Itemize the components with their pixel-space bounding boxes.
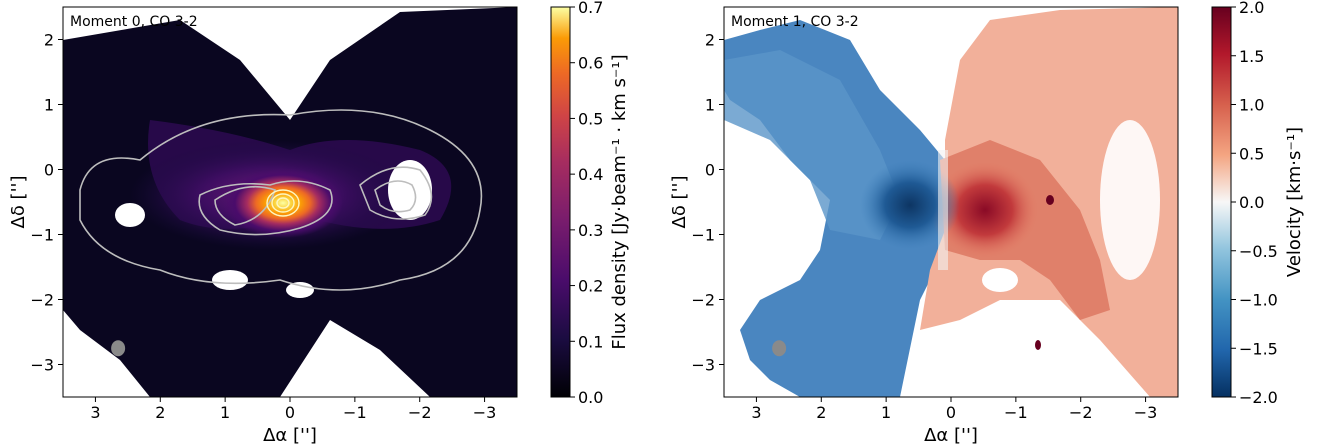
y-tick-label: 0 [705, 161, 715, 180]
x-tick-label: 1 [881, 403, 891, 422]
x-tick-label: 0 [285, 403, 295, 422]
y-tick-label: −3 [691, 356, 715, 375]
x-tick-label: −1 [1004, 403, 1028, 422]
moment0-image [63, 7, 517, 397]
y-tick-label: 1 [44, 96, 54, 115]
colorbar-ticks-moment0: 0.0 0.1 0.2 0.3 0.4 0.5 0.6 0.7 [570, 0, 603, 407]
axis-ticks-moment1: 3 2 1 0 −1 −2 −3 2 1 0 −1 −2 −3 [691, 31, 1157, 423]
colorbar-moment0 [550, 6, 571, 398]
x-axis-label-moment1: Δα [''] [924, 425, 978, 446]
y-tick-label: −2 [691, 291, 715, 310]
colorbar-tick-label: 0.2 [578, 277, 603, 296]
y-tick-label: 1 [705, 96, 715, 115]
colorbar-tick-label: 2.0 [1239, 0, 1264, 17]
y-tick-label: 2 [44, 31, 54, 50]
colorbar-tick-label: −0.5 [1239, 242, 1278, 261]
panel-title-moment0: Moment 0, CO 3-2 [70, 14, 198, 30]
colorbar-tick-label: 0.0 [1239, 193, 1264, 212]
colorbar-tick-label: 0.0 [578, 388, 603, 407]
y-tick-label: −1 [30, 226, 54, 245]
panel-title-moment1: Moment 1, CO 3-2 [731, 14, 859, 30]
panel-moment0: Moment 0, CO 3-2 3 2 1 0 −1 −2 −3 2 1 0 −1 −2 −3 Δα … [8, 0, 630, 446]
x-tick-label: −1 [343, 403, 367, 422]
x-axis-label-moment0: Δα [''] [263, 425, 317, 446]
panel-moment1: Moment 1, CO 3-2 3 2 1 0 −1 −2 −3 2 1 0 −1 −2 −3 Δα … [669, 0, 1305, 446]
colorbar-ticks-moment1: 2.0 1.5 1.0 0.5 0.0 −0.5 −1.0 −1.5 −2.0 [1231, 0, 1278, 407]
y-tick-label: −1 [691, 226, 715, 245]
colorbar-tick-label: 0.1 [578, 332, 603, 351]
colorbar-tick-label: 0.3 [578, 221, 603, 240]
peak-contours [266, 189, 300, 217]
y-axis-label-moment1: Δδ [''] [669, 176, 690, 229]
colorbar-tick-label: 0.7 [578, 0, 603, 17]
colorbar-moment1 [1211, 6, 1232, 398]
continuum-contours [79, 109, 483, 291]
moment1-image [724, 7, 1178, 397]
x-tick-label: 2 [155, 403, 165, 422]
y-axis-label-moment0: Δδ [''] [8, 176, 29, 229]
axis-ticks-moment0: 3 2 1 0 −1 −2 −3 2 1 0 −1 −2 −3 [30, 31, 496, 423]
beam-ellipse-2 [772, 340, 787, 357]
x-tick-label: 1 [220, 403, 230, 422]
x-tick-label: −3 [473, 403, 497, 422]
x-tick-label: 3 [751, 403, 761, 422]
x-tick-label: −2 [408, 403, 432, 422]
colorbar-tick-label: 0.5 [1239, 144, 1264, 163]
x-tick-label: −2 [1069, 403, 1093, 422]
y-tick-label: −3 [30, 356, 54, 375]
colorbar-label-moment0: Flux density [Jy·beam⁻¹ · km s⁻¹] [609, 54, 630, 349]
x-tick-label: −3 [1134, 403, 1158, 422]
x-tick-label: 0 [946, 403, 956, 422]
y-tick-label: 2 [705, 31, 715, 50]
colorbar-tick-label: −1.0 [1239, 291, 1278, 310]
x-tick-label: 2 [816, 403, 826, 422]
beam-ellipse-1 [111, 340, 126, 357]
colorbar-label-moment1: Velocity [km·s⁻¹] [1284, 127, 1305, 277]
y-tick-label: −2 [30, 291, 54, 310]
colorbar-tick-label: 1.0 [1239, 96, 1264, 115]
x-tick-label: 3 [90, 403, 100, 422]
colorbar-tick-label: 1.5 [1239, 47, 1264, 66]
colorbar-tick-label: −2.0 [1239, 388, 1278, 407]
colorbar-tick-label: 0.5 [578, 109, 603, 128]
colorbar-tick-label: −1.5 [1239, 339, 1278, 358]
colorbar-tick-label: 0.4 [578, 165, 603, 184]
colorbar-tick-label: 0.6 [578, 54, 603, 73]
y-tick-label: 0 [44, 161, 54, 180]
